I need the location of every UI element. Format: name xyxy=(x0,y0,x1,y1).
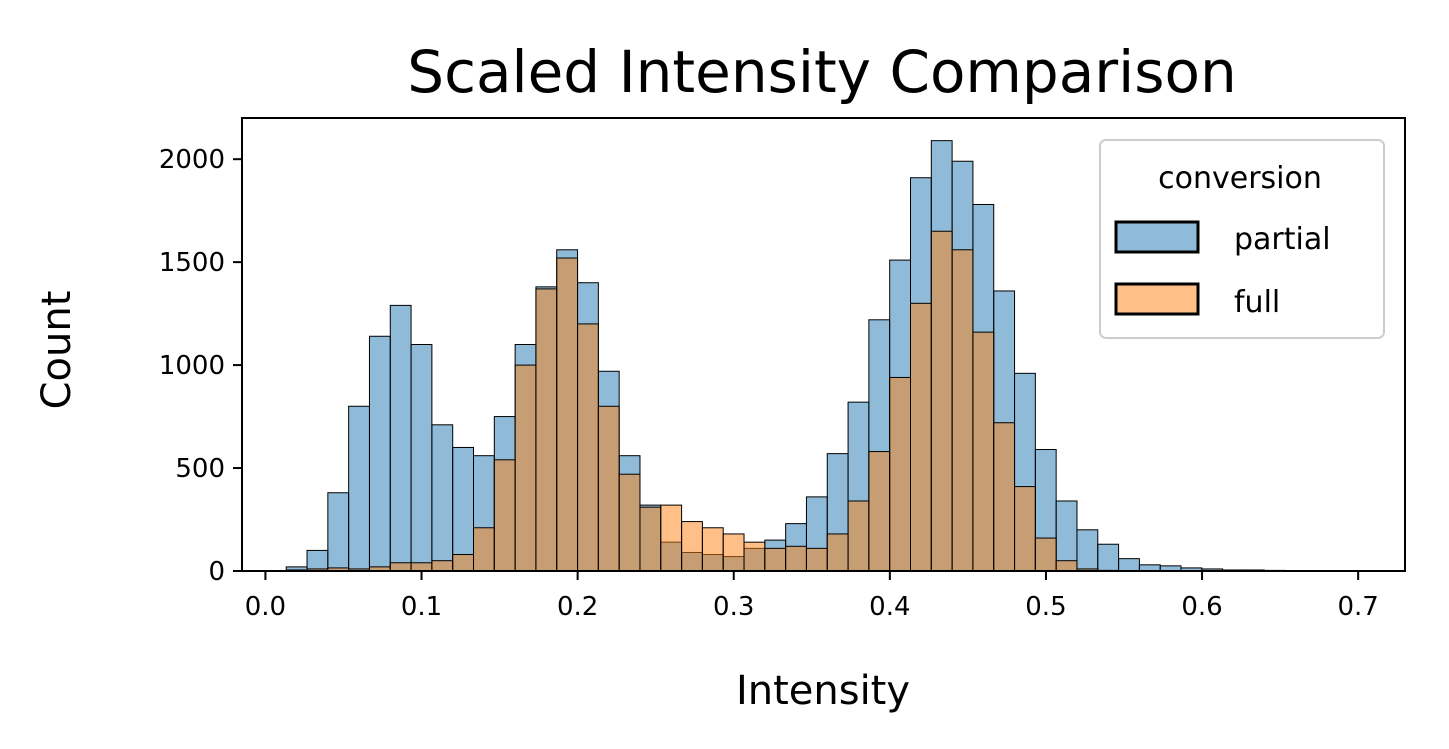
bar-full xyxy=(473,527,495,572)
bar-full xyxy=(1014,486,1036,572)
bar-full xyxy=(951,249,974,572)
y-tick-label: 2000 xyxy=(159,145,225,175)
bar-partial xyxy=(431,424,454,572)
legend-label-full: full xyxy=(1234,285,1280,320)
bar-full xyxy=(618,473,641,572)
bar-full xyxy=(431,560,454,572)
bar-full xyxy=(785,545,807,572)
legend-swatch-full xyxy=(1114,282,1200,316)
bar-full xyxy=(452,554,475,572)
x-axis-title: Intensity xyxy=(736,668,910,714)
bar-partial xyxy=(348,405,370,572)
bar-full xyxy=(701,527,724,572)
bar-partial xyxy=(410,344,433,572)
full-series-bars xyxy=(285,230,1161,572)
bar-full xyxy=(681,521,703,572)
bar-partial xyxy=(327,492,350,572)
x-tick-label: 0.3 xyxy=(713,592,754,622)
bar-full xyxy=(910,302,932,572)
bar-partial xyxy=(389,304,412,572)
bar-full xyxy=(868,451,891,572)
x-tick-label: 0.1 xyxy=(401,592,442,622)
bar-full xyxy=(1055,560,1078,572)
bar-full xyxy=(889,376,912,572)
x-tick-label: 0.7 xyxy=(1337,592,1378,622)
y-tick-label: 1000 xyxy=(159,351,225,381)
bar-full xyxy=(389,562,412,572)
bar-partial xyxy=(306,549,329,572)
x-axis-ticks: 0.0 0.1 0.2 0.3 0.4 0.5 0.6 0.7 xyxy=(245,571,1379,622)
bar-full xyxy=(493,459,516,572)
bar-full xyxy=(577,323,599,572)
y-tick-label: 500 xyxy=(175,454,225,484)
bar-full xyxy=(993,422,1016,572)
bar-full xyxy=(805,547,828,572)
bar-full xyxy=(639,506,662,572)
x-tick-label: 0.0 xyxy=(245,592,286,622)
y-tick-label: 0 xyxy=(208,557,225,587)
bar-full xyxy=(597,405,620,572)
bar-full xyxy=(410,562,433,572)
bar-partial xyxy=(452,446,475,572)
plot-frame xyxy=(241,117,1406,572)
x-tick-label: 0.5 xyxy=(1025,592,1066,622)
bar-partial xyxy=(1097,543,1120,572)
bar-full xyxy=(826,533,849,572)
bar-full xyxy=(743,541,766,572)
bar-partial xyxy=(368,335,391,572)
bar-full xyxy=(847,500,870,572)
bar-full xyxy=(535,288,558,572)
y-tick-label: 1500 xyxy=(159,248,225,278)
legend-swatch-partial xyxy=(1114,220,1200,254)
x-tick-label: 0.6 xyxy=(1181,592,1222,622)
bar-full xyxy=(764,547,787,572)
bar-full xyxy=(556,257,579,572)
y-axis-ticks: 0 500 1000 1500 2000 xyxy=(159,145,242,587)
legend-title: conversion xyxy=(1158,161,1322,196)
x-tick-label: 0.2 xyxy=(557,592,598,622)
bar-partial xyxy=(1076,529,1099,572)
chart-title: Scaled Intensity Comparison xyxy=(407,38,1236,106)
x-tick-label: 0.4 xyxy=(869,592,910,622)
bar-full xyxy=(514,364,537,572)
bar-full xyxy=(972,331,995,572)
bar-full xyxy=(1034,537,1057,572)
legend: conversion partial full xyxy=(1099,139,1385,339)
bar-partial xyxy=(1118,558,1140,572)
legend-label-partial: partial xyxy=(1234,222,1331,257)
bar-full xyxy=(930,230,953,572)
bar-full xyxy=(722,533,745,572)
bar-full xyxy=(660,504,683,572)
y-axis-title: Count xyxy=(34,291,80,410)
